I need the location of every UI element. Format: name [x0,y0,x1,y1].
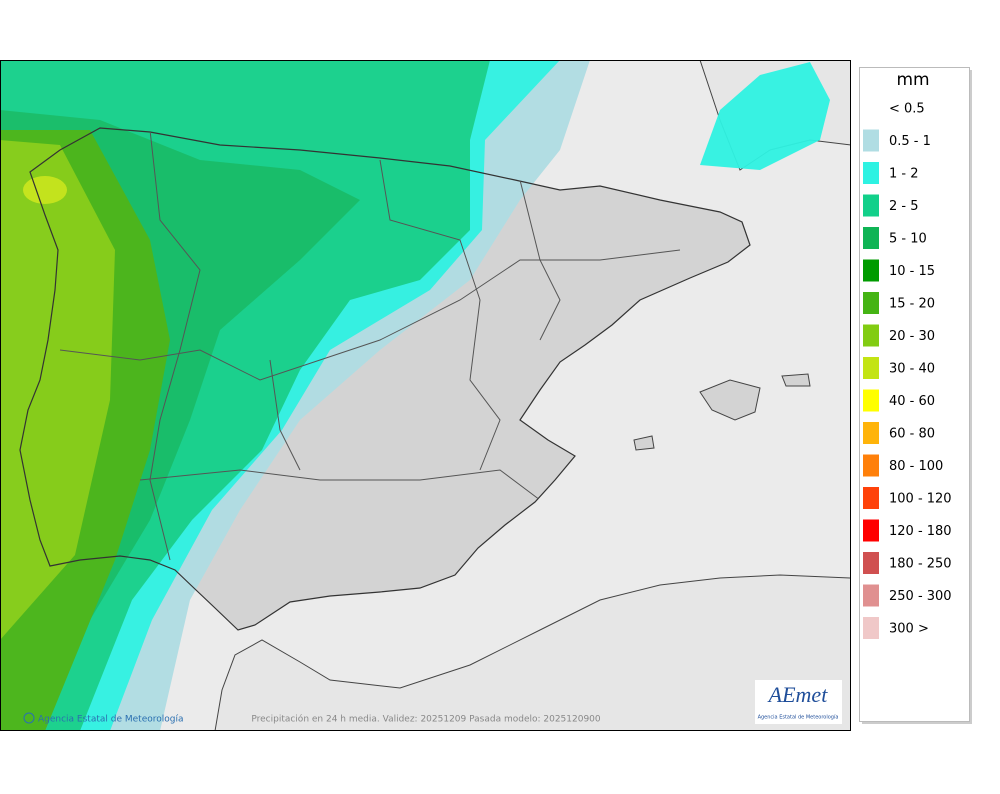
copyright-icon [23,712,35,724]
legend-swatch [863,324,879,347]
legend-label: 180 - 250 [889,557,952,572]
region-borders [59,129,681,561]
legend-swatch [863,422,879,444]
border [149,129,201,561]
legend-label: < 0.5 [889,102,925,117]
legend-swatch [863,162,879,184]
border [269,359,301,471]
legend-swatch [863,487,879,509]
legend-label: 5 - 10 [889,232,927,247]
mallorca [699,379,761,421]
map-frame [0,60,851,731]
legend-label: 120 - 180 [889,524,952,539]
menorca [781,373,811,387]
logo-subtitle: Agencia Estatal de Meteorología [758,714,839,721]
legend-label: 30 - 40 [889,362,935,377]
legend-swatch [863,389,879,412]
field-france [700,62,830,170]
legend-label: 100 - 120 [889,492,952,507]
legend-label: 40 - 60 [889,394,935,409]
logo: AEmet Agencia Estatal de Meteorología [755,680,842,724]
legend-swatch [863,194,879,217]
field-30-40 [23,176,67,204]
legend-label: 10 - 15 [889,264,935,279]
legend-swatch [863,454,879,477]
logo-name: AEmet [767,682,829,707]
legend-label: 2 - 5 [889,199,919,214]
legend: mm < 0.5 0.5 - 1 1 - 2 2 - 5 5 - 10 10 - 15 15… [859,67,972,724]
legend-label: 20 - 30 [889,329,935,344]
legend-swatch [863,292,879,314]
legend-swatch [863,259,879,282]
legend-swatch [863,617,879,639]
legend-label: 1 - 2 [889,167,919,182]
africa-coast [214,574,850,730]
legend-label: 0.5 - 1 [889,134,931,149]
map-area: Agencia Estatal de Meteorología Precipit… [1,61,850,730]
border [59,249,681,381]
border [139,469,541,501]
border [379,159,501,471]
legend-swatch [863,519,879,542]
legend-swatch [863,357,879,379]
legend-swatch [863,552,879,574]
border [519,179,561,341]
ibiza [633,435,655,451]
legend-label: 15 - 20 [889,297,935,312]
logo-box [755,680,842,724]
legend-unit: mm [896,70,929,90]
coastline [19,127,751,631]
legend-label: 250 - 300 [889,589,952,604]
field-20-30 [1,140,115,639]
legend-label: 60 - 80 [889,427,935,442]
credit-text: Agencia Estatal de Meteorología [38,715,184,725]
legend-swatch [863,227,879,249]
legend-swatch [863,129,879,152]
credit: Agencia Estatal de Meteorología [23,712,184,725]
legend-label: 80 - 100 [889,459,943,474]
caption: Precipitación en 24 h media. Validez: 20… [251,714,601,725]
legend-swatch [863,584,879,607]
legend-label: 300 > [889,622,929,637]
